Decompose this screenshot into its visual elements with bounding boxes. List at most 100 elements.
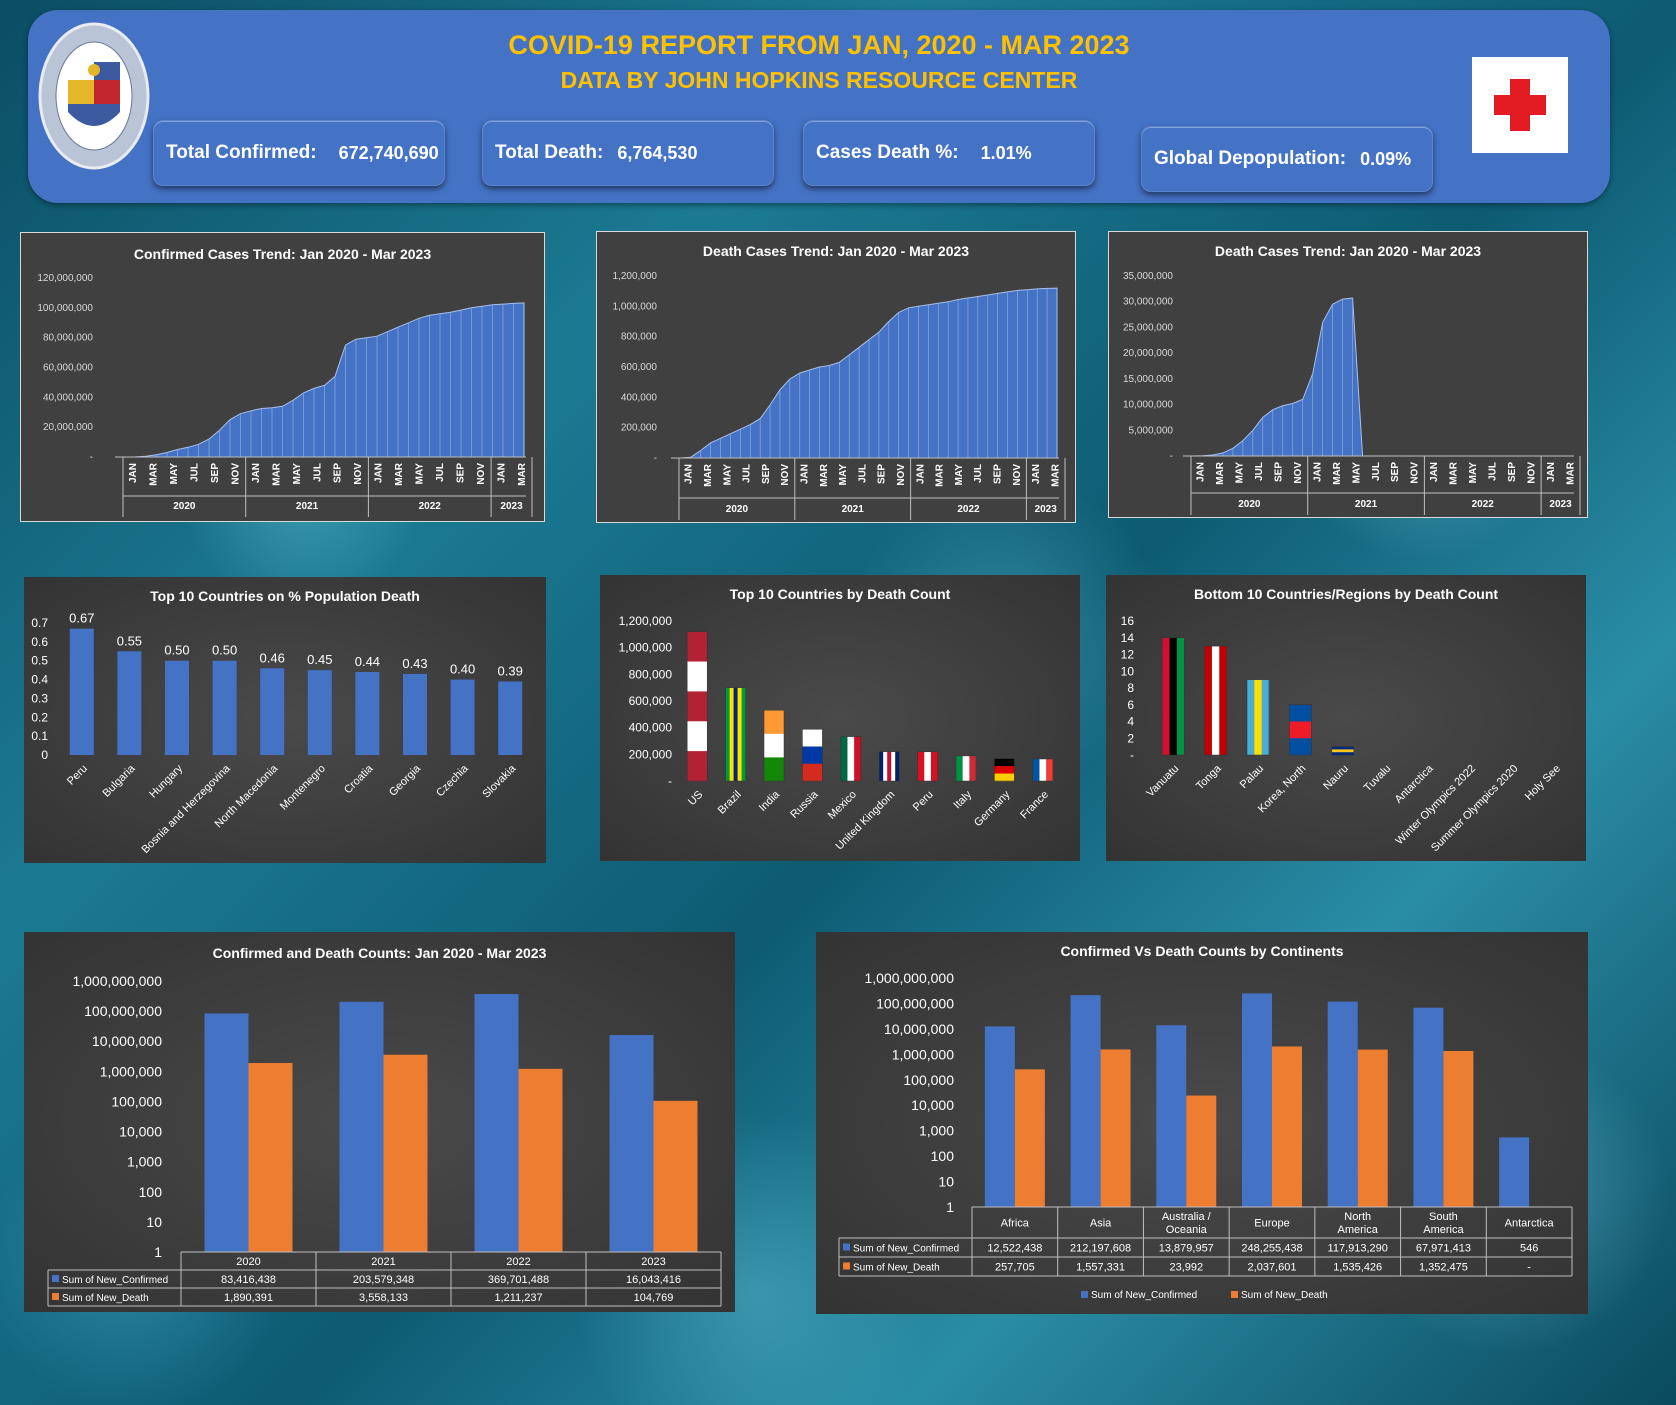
flag-bar-segment: [840, 736, 848, 781]
table-header: Antarctica: [1505, 1218, 1555, 1230]
data-label: 0.50: [164, 643, 189, 658]
kpi-value: 1.01%: [980, 142, 1032, 163]
y-tick-label: 5,000,000: [1129, 425, 1174, 436]
table-header: Oceania: [1166, 1224, 1208, 1236]
table-cell: 2,037,601: [1248, 1262, 1297, 1274]
legend-key: [843, 1262, 850, 1270]
month-tick-label: NOV: [780, 464, 791, 486]
y-tick-label: 0.4: [31, 673, 48, 687]
kpi-total-confirmed: Total Confirmed: 672,740,690: [153, 120, 445, 186]
bar: [212, 660, 237, 755]
month-tick-label: JUL: [1254, 462, 1265, 481]
bar: [802, 729, 823, 782]
table-header: Asia: [1090, 1218, 1112, 1230]
flag-bar-segment: [1176, 637, 1185, 755]
y-tick-label: 10: [146, 1214, 162, 1230]
data-label: 0.50: [212, 643, 237, 658]
y-tick-label: 60,000,000: [43, 363, 93, 374]
bar: [686, 631, 708, 782]
x-tick-label: Summer Olympics 2020: [1429, 763, 1520, 854]
x-tick-label: Peru: [65, 763, 90, 788]
y-tick-label: 1,000,000: [892, 1046, 954, 1062]
confirmed-bar: [1242, 993, 1272, 1207]
legend-key: [52, 1293, 59, 1300]
flag-bar-segment: [1162, 637, 1170, 755]
confirmed-bar: [984, 1026, 1015, 1207]
year-label: 2022: [1472, 499, 1495, 510]
kpi-value: 0.09%: [1360, 148, 1412, 169]
y-tick-label: 400,000: [629, 721, 673, 735]
x-tick-label: US: [686, 789, 705, 808]
bar: [840, 736, 862, 782]
x-tick-label: Brazil: [716, 789, 744, 817]
confirmed-bar: [339, 1001, 384, 1252]
y-tick-label: 1,000: [919, 1123, 954, 1139]
flag-bar-segment: [1331, 749, 1354, 753]
death-bar: [1014, 1069, 1045, 1207]
table-cell: 1,352,475: [1419, 1262, 1468, 1274]
y-tick-label: 15,000,000: [1123, 374, 1173, 385]
data-label: 0.46: [260, 650, 285, 665]
bar: [1331, 746, 1355, 756]
bar: [69, 628, 94, 755]
y-tick-label: 10,000,000: [884, 1021, 954, 1037]
flag-bar-segment: [1247, 679, 1255, 755]
y-tick-label: 0.5: [31, 654, 48, 668]
flag-bar-segment: [687, 691, 708, 722]
death-bar: [248, 1063, 293, 1252]
confirmed-bar: [1499, 1137, 1530, 1207]
table-header: North: [1344, 1211, 1371, 1223]
y-tick-label: 0.2: [31, 710, 48, 724]
flag-bar-segment: [879, 751, 884, 781]
month-tick-label: MAR: [1332, 461, 1343, 485]
death-trend-svg-2: 35,000,000 30,000,000 25,000,000 20,000,000…: [1123, 271, 1581, 515]
y-tick-label: 10,000,000: [1123, 400, 1173, 411]
y-tick-label: 30,000,000: [1123, 297, 1173, 308]
table-cell: 13,879,957: [1159, 1243, 1214, 1255]
flag-bar-segment: [687, 721, 708, 752]
table-header: Australia /: [1162, 1211, 1212, 1223]
month-tick-label: JUL: [312, 463, 323, 482]
table-cell: 12,522,438: [987, 1243, 1042, 1255]
top10-pct-death-svg: 0.7 0.6 0.5 0.4 0.3 0.2 0.1 0 0.67 Peru 0.55 Bulgar…: [31, 611, 523, 856]
flag-bar-segment: [1331, 746, 1354, 750]
flag-bar-segment: [1204, 646, 1213, 755]
confirmed-bar: [1156, 1025, 1187, 1207]
y-tick-label: 4: [1127, 715, 1134, 729]
month-tick-label: MAR: [394, 462, 405, 486]
month-tick-label: MAY: [169, 463, 180, 485]
month-tick-label: MAR: [703, 463, 714, 487]
chart-title: Bottom 10 Countries/Regions by Death Cou…: [1193, 586, 1499, 602]
table-header: America: [1423, 1224, 1464, 1236]
y-tick-label: 10,000,000: [92, 1033, 162, 1049]
data-label: 0.40: [450, 662, 475, 677]
flag-bar-segment: [802, 746, 823, 765]
table-header: 2023: [641, 1256, 665, 1268]
series-name: Sum of New_Confirmed: [853, 1244, 959, 1255]
y-tick-label: 20,000,000: [1123, 348, 1173, 359]
report-subtitle: DATA BY JOHN HOPKINS RESOURCE CENTER: [560, 67, 1078, 93]
flag-bar-segment: [969, 755, 977, 781]
area-series: [124, 302, 525, 458]
chart-title: Death Cases Trend: Jan 2020 - Mar 2023: [702, 243, 970, 259]
year-label: 2020: [726, 504, 749, 515]
red-cross-icon: [1472, 57, 1568, 153]
month-tick-label: JAN: [684, 464, 695, 484]
bar: [1161, 637, 1185, 756]
y-tick-label: -: [1130, 748, 1134, 762]
continent-confirmed-death-svg: 1,000,000,000 100,000,000 10,000,000 1,000,…: [838, 970, 1573, 1301]
year-label: 2020: [173, 501, 196, 512]
death-trend-chart-2: Death Cases Trend: Jan 2020 - Mar 2023 3…: [1108, 231, 1588, 518]
table-cell: 104,769: [634, 1292, 674, 1304]
flag-bar-segment: [687, 661, 708, 692]
chart-title: Confirmed Vs Death Counts by Continents: [1060, 943, 1344, 959]
flag-bar-segment: [924, 751, 932, 781]
flag-bar-segment: [1254, 679, 1262, 755]
x-tick-label: Nauru: [1321, 763, 1351, 793]
month-tick-label: SEP: [1274, 462, 1285, 482]
confirmed-bar: [1327, 1001, 1358, 1207]
legend-label: Sum of New_Confirmed: [1091, 1290, 1197, 1301]
flag-bar-segment: [891, 751, 896, 781]
y-tick-label: 0.6: [31, 635, 48, 649]
y-tick-label: 1,000: [127, 1154, 162, 1170]
